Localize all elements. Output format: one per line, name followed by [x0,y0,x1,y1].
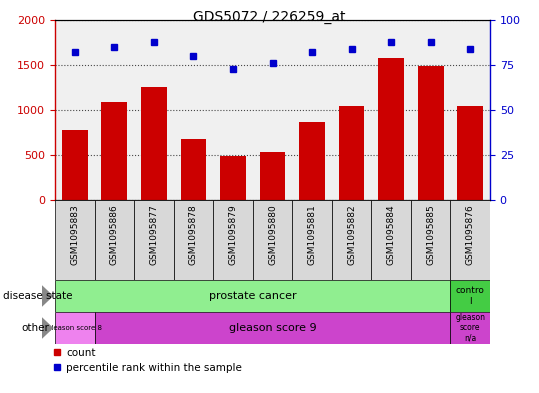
Text: gleason score 8: gleason score 8 [47,325,102,331]
Bar [55,200,94,280]
Text: GSM1095878: GSM1095878 [189,204,198,265]
Text: GSM1095882: GSM1095882 [347,204,356,264]
Bar [253,200,292,280]
Text: GSM1095881: GSM1095881 [308,204,316,265]
Bar [141,86,167,200]
Text: GSM1095877: GSM1095877 [149,204,158,265]
Text: GSM1095883: GSM1095883 [70,204,79,265]
Bar [451,312,490,344]
Text: GSM1095885: GSM1095885 [426,204,435,265]
Polygon shape [42,317,53,339]
Legend: count, percentile rank within the sample: count, percentile rank within the sample [49,343,246,377]
Text: GSM1095884: GSM1095884 [386,204,396,264]
Bar [101,102,127,200]
Bar [418,66,444,200]
Bar [181,139,206,200]
Bar [451,200,490,280]
Text: GDS5072 / 226259_at: GDS5072 / 226259_at [194,10,345,24]
Bar [411,200,451,280]
Text: disease state: disease state [3,291,72,301]
Text: gleason score 9: gleason score 9 [229,323,316,333]
Bar [378,58,404,200]
Text: GSM1095879: GSM1095879 [229,204,238,265]
Text: GSM1095880: GSM1095880 [268,204,277,265]
Bar [299,122,325,200]
Bar [134,200,174,280]
Bar [220,156,246,200]
Bar [55,312,94,344]
Text: other: other [22,323,50,333]
Polygon shape [42,285,53,307]
Text: contro
l: contro l [456,286,485,306]
Bar [332,200,371,280]
Bar [94,200,134,280]
Bar [213,200,253,280]
Bar [292,200,332,280]
Bar [338,107,364,200]
Text: GSM1095876: GSM1095876 [466,204,475,265]
Bar [174,200,213,280]
Bar [94,312,451,344]
Text: gleason
score
n/a: gleason score n/a [455,313,485,343]
Bar [451,280,490,312]
Bar [458,105,483,200]
Bar [260,152,285,200]
Bar [62,130,88,200]
Bar [371,200,411,280]
Text: GSM1095886: GSM1095886 [110,204,119,265]
Text: prostate cancer: prostate cancer [209,291,296,301]
